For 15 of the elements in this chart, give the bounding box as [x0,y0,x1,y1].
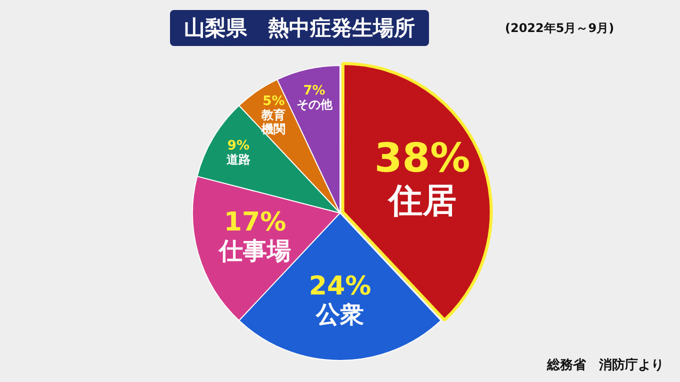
data-label: 7% [303,83,326,98]
text: (2022年5月～9月) [505,20,614,37]
slice-label: 道路 [225,152,252,167]
slice-label: 公衆 [315,300,364,329]
slice-label: 仕事場 [218,236,292,265]
text: 総務省 消防庁より [547,356,664,374]
chart-title: 山梨県 熱中症発生場所 [170,10,429,46]
slice-label: 教育機関 [260,108,286,136]
slice-label: 住居 [386,181,456,222]
data-label: 17% [224,208,286,238]
data-label: 9% [227,138,250,154]
data-label: 5% [262,94,285,109]
slice-label: その他 [296,97,334,112]
data-label: 38% [374,135,470,182]
data-label: 24% [308,271,372,302]
